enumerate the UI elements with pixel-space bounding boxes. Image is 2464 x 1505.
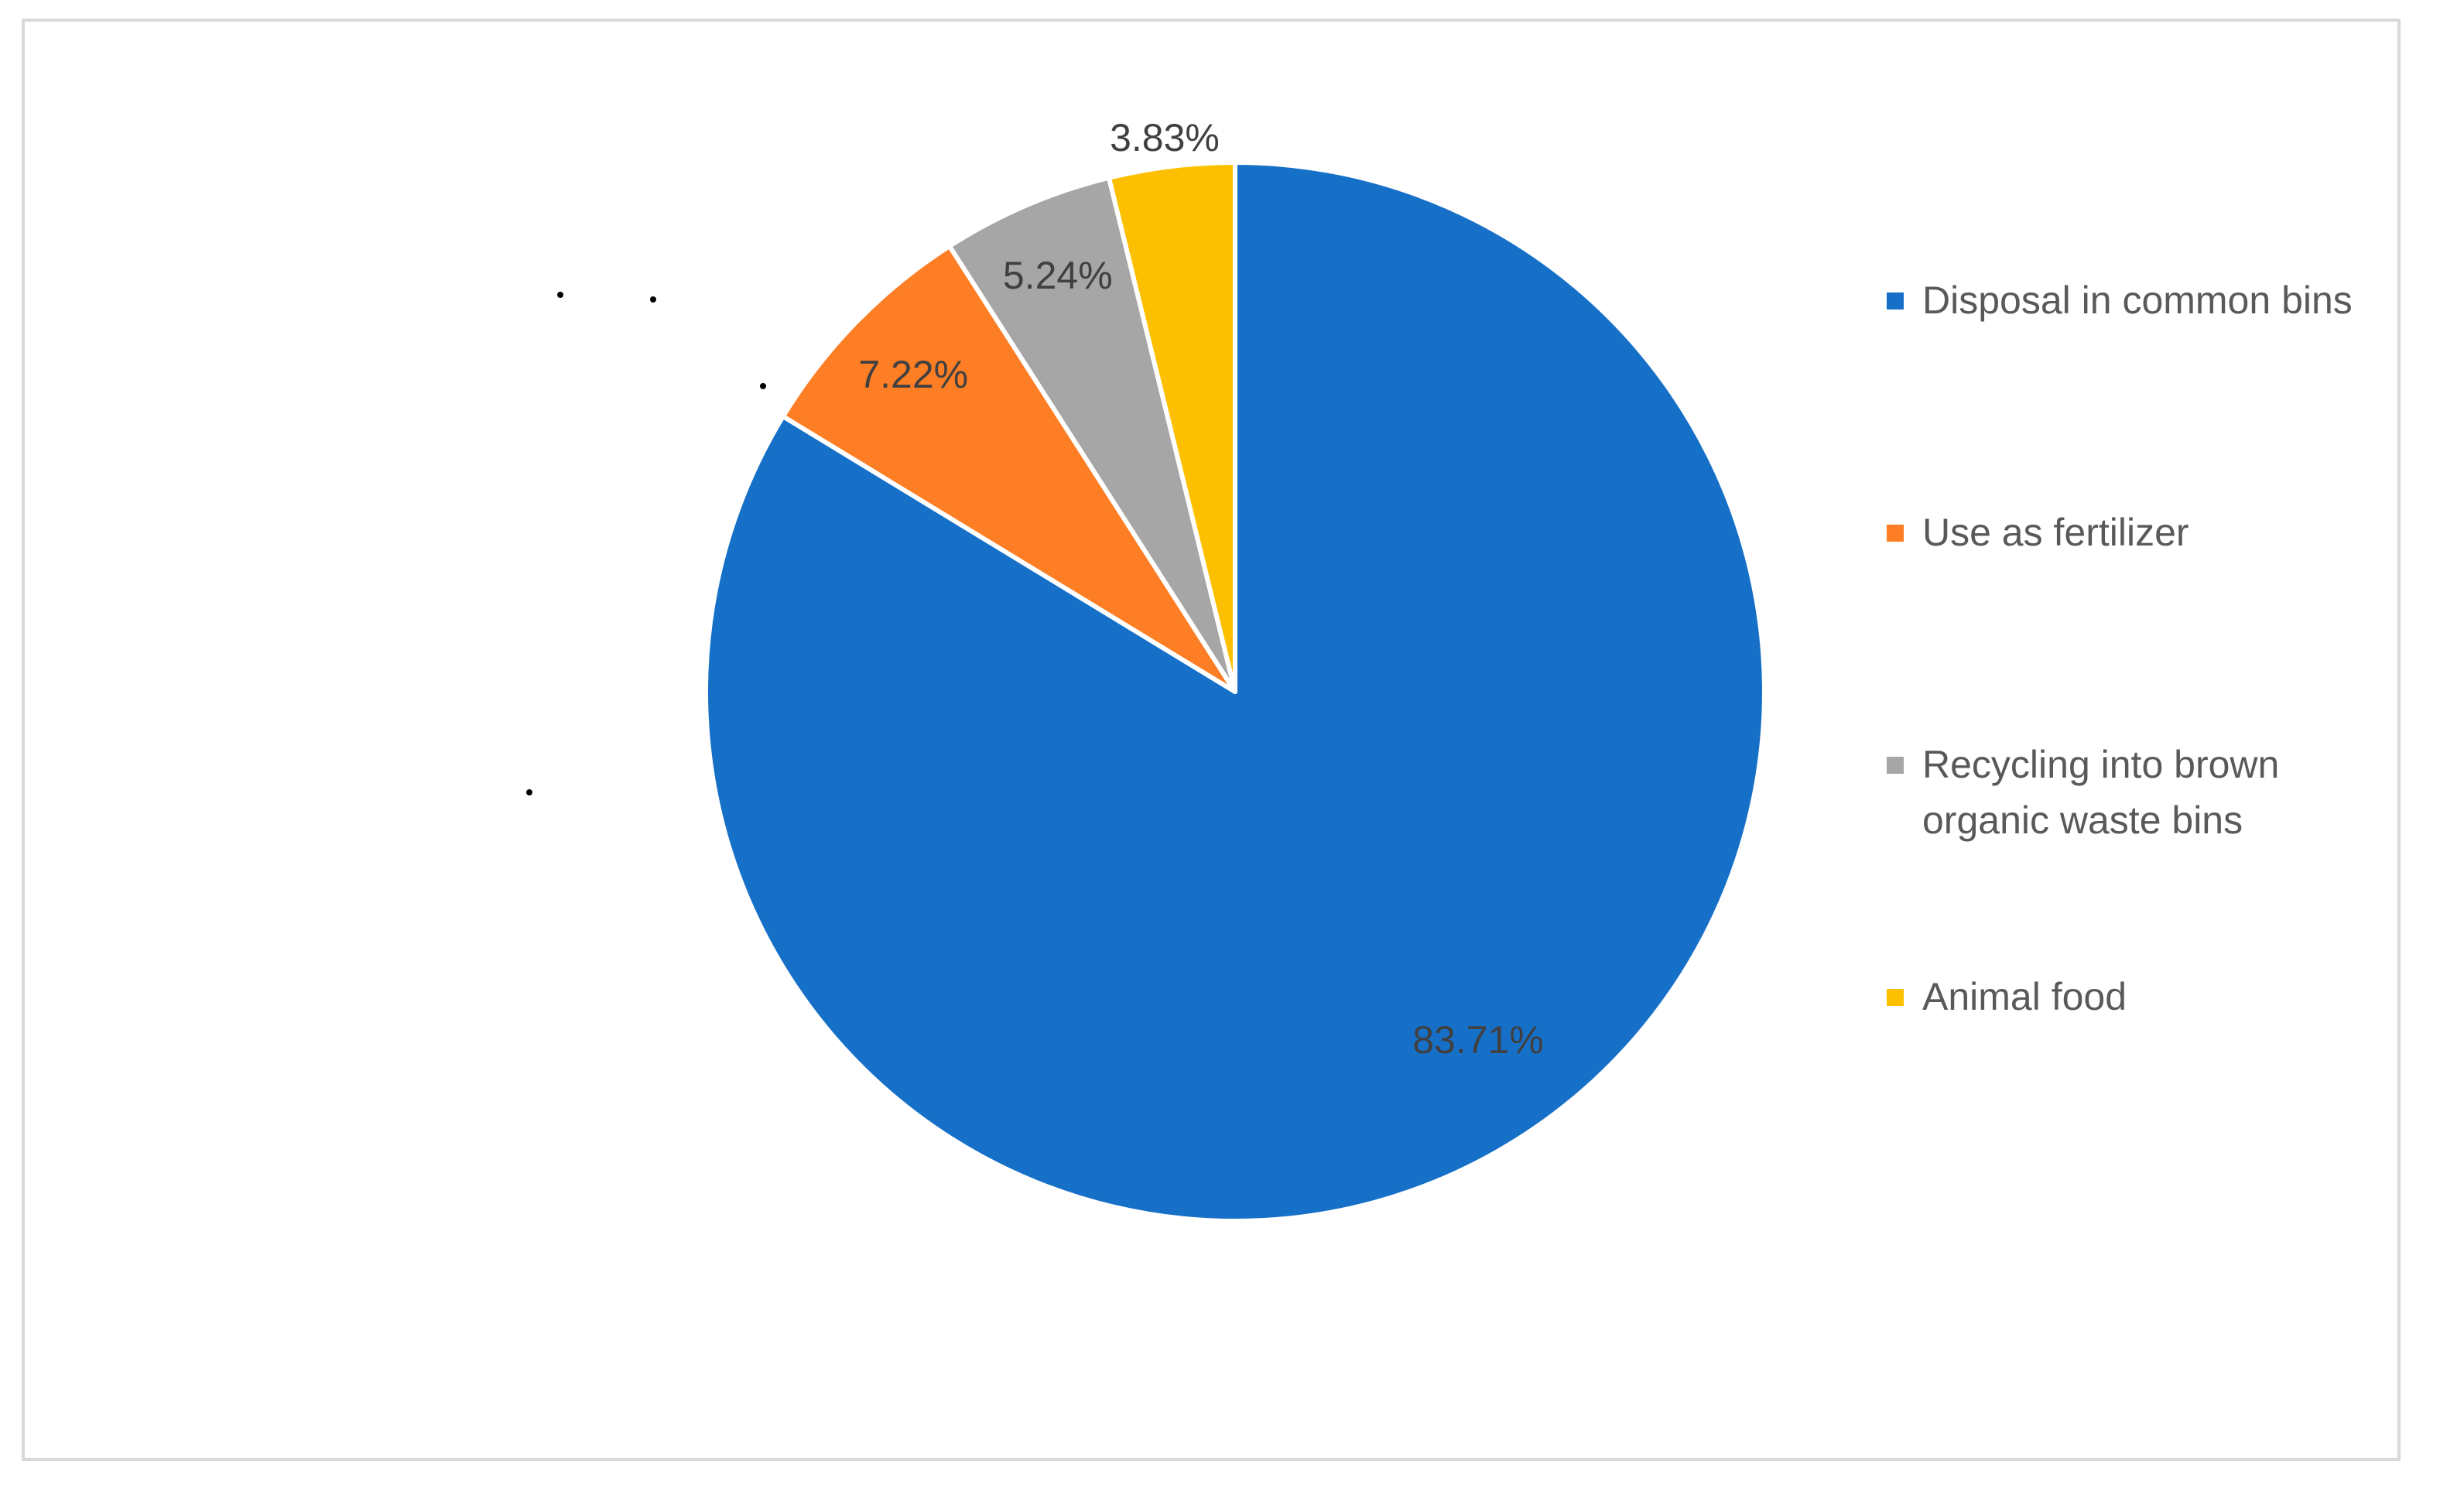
legend-swatch-fertilizer <box>1887 525 1904 542</box>
pie-slice-fertilizer <box>780 244 1237 694</box>
stray-dot <box>557 292 563 298</box>
legend-swatch-recycling <box>1887 757 1904 774</box>
data-label-fertilizer: 7.22% <box>858 353 968 396</box>
legend-label-fertilizer: Use as fertilizer <box>1922 511 2189 554</box>
stray-dot <box>760 383 766 389</box>
legend-label-animal-food: Animal food <box>1922 975 2127 1018</box>
data-label-animal-food: 3.83% <box>1110 116 1220 159</box>
legend-label-disposal: Disposal in common bins <box>1922 279 2353 322</box>
data-label-recycling: 5.24% <box>1003 254 1113 297</box>
pie-slice-animal-food <box>1106 160 1237 694</box>
legend-label-recycling: Recycling into brown organic waste bins <box>1922 743 2280 842</box>
legend-swatch-disposal <box>1887 292 1904 310</box>
legend-swatch-animal-food <box>1887 989 1904 1006</box>
stray-dot <box>526 789 532 795</box>
stray-dot <box>650 296 656 303</box>
data-label-disposal: 83.71% <box>1412 1018 1544 1062</box>
pie-slice-recycling <box>946 175 1237 694</box>
